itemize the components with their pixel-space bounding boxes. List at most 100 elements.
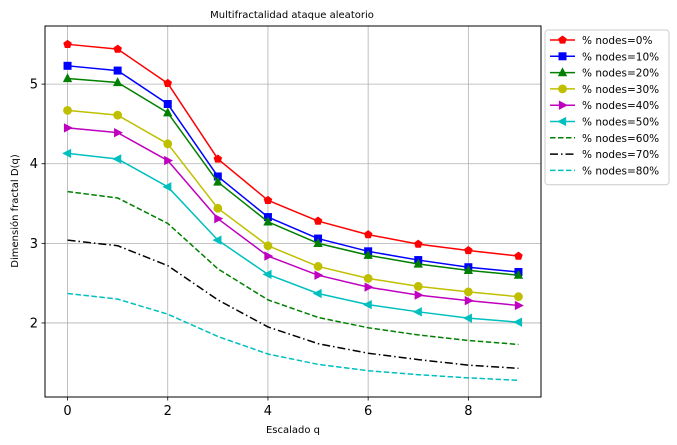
legend-label-nodes-80: % nodes=80% <box>582 165 659 177</box>
series-line-nodes-20 <box>67 77 519 276</box>
data-point-nodes-50 <box>412 307 422 317</box>
legend-label-nodes-30: % nodes=30% <box>582 84 659 96</box>
plot-frame <box>44 25 542 398</box>
series-line-nodes-50 <box>67 152 519 323</box>
legend-box <box>544 29 670 186</box>
data-point-nodes-0 <box>413 239 423 248</box>
legend-item-nodes-50: % nodes=50% <box>550 117 659 129</box>
data-point-nodes-30 <box>514 292 523 302</box>
legend-item-nodes-70: % nodes=70% <box>550 149 659 161</box>
legend-item-nodes-80: % nodes=80% <box>550 165 659 177</box>
legend-label-nodes-20: % nodes=20% <box>582 68 659 80</box>
x-tick-label: 6 <box>364 404 372 419</box>
legend-label-nodes-40: % nodes=40% <box>582 100 659 112</box>
series-line-nodes-70 <box>67 239 519 370</box>
data-point-nodes-20 <box>363 249 373 259</box>
data-point-nodes-50 <box>162 182 172 192</box>
data-point-nodes-50 <box>262 269 272 280</box>
legend-item-nodes-20: % nodes=20% <box>550 67 659 80</box>
data-point-nodes-30 <box>213 203 223 213</box>
y-axis-label: Dimensión fractal D(q) <box>9 154 21 268</box>
x-tick-label: 0 <box>63 404 71 419</box>
legend-label-nodes-0: % nodes=0% <box>582 35 652 47</box>
legend-item-nodes-40: % nodes=40% <box>550 100 659 112</box>
data-point-nodes-40 <box>63 123 73 133</box>
legend-item-nodes-30: % nodes=30% <box>550 84 659 96</box>
data-point-nodes-30 <box>163 139 173 149</box>
data-point-nodes-40 <box>464 296 474 306</box>
legend-marker-nodes-50 <box>557 116 567 127</box>
legend-item-nodes-10: % nodes=10% <box>550 51 659 63</box>
data-point-nodes-0 <box>163 78 173 87</box>
series-nodes-40 <box>63 123 524 311</box>
data-point-nodes-0 <box>263 195 273 204</box>
data-point-nodes-10 <box>63 61 72 70</box>
y-tick-label: 4 <box>30 157 38 172</box>
series-nodes-30 <box>63 105 523 302</box>
data-point-nodes-40 <box>364 282 374 292</box>
data-point-nodes-20 <box>263 216 273 226</box>
data-point-nodes-40 <box>514 300 524 311</box>
data-point-nodes-40 <box>114 128 124 138</box>
y-tick-label: 5 <box>30 78 38 93</box>
series-nodes-0 <box>63 39 523 260</box>
data-point-nodes-40 <box>164 155 174 166</box>
data-point-nodes-0 <box>514 251 523 260</box>
legend-label-nodes-50: % nodes=50% <box>582 117 659 129</box>
x-tick-label: 2 <box>164 404 172 419</box>
legend-item-nodes-0: % nodes=0% <box>550 35 652 47</box>
legend-marker-nodes-20 <box>557 67 568 77</box>
data-point-nodes-30 <box>363 273 373 283</box>
x-tick-label: 4 <box>264 404 272 419</box>
data-point-nodes-20 <box>463 265 474 275</box>
data-point-nodes-30 <box>113 110 123 120</box>
data-point-nodes-0 <box>63 39 72 48</box>
data-point-nodes-40 <box>414 290 424 300</box>
data-point-nodes-40 <box>264 251 274 261</box>
x-tick-label: 8 <box>464 404 472 419</box>
series-line-nodes-0 <box>67 43 519 257</box>
series-line-nodes-10 <box>67 65 519 273</box>
data-point-nodes-0 <box>113 44 122 53</box>
data-point-nodes-20 <box>62 73 73 83</box>
ticks: 0 2 4 6 8 2 3 4 5 <box>30 78 473 419</box>
data-point-nodes-50 <box>513 317 523 327</box>
data-point-nodes-30 <box>313 262 323 271</box>
data-point-nodes-50 <box>312 288 322 299</box>
data-point-nodes-10 <box>113 66 122 75</box>
data-point-nodes-20 <box>513 269 524 279</box>
data-point-nodes-20 <box>112 77 123 87</box>
data-point-nodes-0 <box>464 246 473 255</box>
data-point-nodes-20 <box>313 237 323 247</box>
data-point-nodes-50 <box>462 313 472 323</box>
data-point-nodes-20 <box>413 258 423 268</box>
data-point-nodes-0 <box>213 154 223 163</box>
y-tick-label: 2 <box>30 316 38 331</box>
legend-marker-nodes-0 <box>558 35 567 44</box>
chart-title: Multifractalidad ataque aleatorio <box>210 10 374 21</box>
legend-item-nodes-60: % nodes=60% <box>550 133 659 145</box>
series-line-nodes-80 <box>67 292 519 382</box>
series-nodes-80 <box>67 292 519 382</box>
y-tick-label: 3 <box>30 237 38 252</box>
data-point-nodes-30 <box>63 105 72 115</box>
data-point-nodes-40 <box>214 214 224 224</box>
series-line-nodes-60 <box>67 190 519 346</box>
series-layer <box>62 39 524 382</box>
series-line-nodes-30 <box>67 109 519 298</box>
series-nodes-70 <box>67 239 519 370</box>
data-point-nodes-50 <box>112 154 122 164</box>
data-point-nodes-40 <box>314 270 324 280</box>
data-point-nodes-30 <box>413 281 423 291</box>
data-point-nodes-0 <box>313 216 323 225</box>
data-point-nodes-50 <box>62 148 72 159</box>
legend-marker-nodes-10 <box>558 52 567 61</box>
series-nodes-20 <box>62 73 524 279</box>
data-point-nodes-50 <box>362 299 372 310</box>
series-line-nodes-40 <box>67 127 519 307</box>
legend-label-nodes-70: % nodes=70% <box>582 149 659 161</box>
data-point-nodes-20 <box>163 107 173 117</box>
legend-marker-nodes-30 <box>558 84 567 94</box>
x-axis-label: Escalado q <box>266 425 320 436</box>
